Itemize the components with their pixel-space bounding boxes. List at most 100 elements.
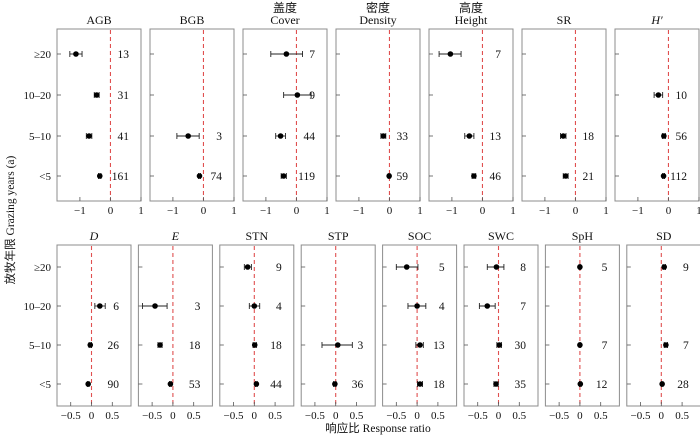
sample-size-label: 30 xyxy=(515,340,527,352)
panel-title: D xyxy=(89,229,99,243)
panel-stn: STN −0.5 0 0.5 9 4 18 44 xyxy=(219,229,295,422)
data-point-group: 10 xyxy=(653,90,687,102)
panel-d: D ≥20 10–20 5–10 <5 −0.5 0 0.5 6 26 90 xyxy=(24,229,132,422)
panel-sr: SR −1 0 1 18 21 xyxy=(521,13,609,217)
panel-e: E −0.5 0 0.5 3 18 53 xyxy=(137,229,213,422)
mean-point xyxy=(496,342,503,348)
mean-point xyxy=(332,381,338,387)
sample-size-label: 28 xyxy=(677,379,689,391)
data-point-group: 4 xyxy=(407,301,445,313)
mean-point xyxy=(244,264,251,270)
mean-point xyxy=(655,92,662,98)
mean-point xyxy=(334,342,341,348)
data-point-group: 56 xyxy=(661,131,687,143)
mean-point xyxy=(493,381,499,387)
x-tick-label: −1 xyxy=(167,205,179,217)
y-tick-label: 10–20 xyxy=(24,301,52,313)
mean-point xyxy=(417,381,423,387)
sample-size-label: 7 xyxy=(495,49,501,61)
data-point-group: 119 xyxy=(280,171,315,183)
mean-point xyxy=(386,173,392,179)
sample-size-label: 4 xyxy=(276,301,282,313)
y-axis-title: 放牧年限 Grazing years (a) xyxy=(3,155,17,284)
sample-size-label: 7 xyxy=(520,301,526,313)
data-point-group: 161 xyxy=(96,171,129,183)
mean-point xyxy=(96,173,103,179)
panel-frame xyxy=(428,28,514,202)
sample-size-label: 46 xyxy=(490,171,502,183)
y-tick-label: ≥20 xyxy=(34,262,52,274)
x-tick-label: 0 xyxy=(170,410,176,422)
data-point-group: 28 xyxy=(659,379,689,391)
panel-sd: SD −0.5 0 0.5 9 7 28 xyxy=(626,229,700,422)
data-point-group: 41 xyxy=(85,131,129,143)
data-point-group: 30 xyxy=(496,340,527,352)
x-tick-label: −1 xyxy=(353,205,365,217)
mean-point xyxy=(196,173,203,179)
data-point-group: 53 xyxy=(167,379,201,391)
x-tick-label: 1 xyxy=(417,205,423,217)
sample-size-label: 8 xyxy=(520,262,526,274)
sample-size-label: 44 xyxy=(270,379,282,391)
sample-size-label: 74 xyxy=(211,171,223,183)
sample-size-label: 7 xyxy=(683,340,689,352)
sample-size-label: 119 xyxy=(298,171,315,183)
mean-point xyxy=(251,342,258,348)
mean-point xyxy=(253,381,260,387)
sample-size-label: 4 xyxy=(439,301,445,313)
panel-frame xyxy=(626,244,700,407)
data-point-group: 7 xyxy=(663,340,689,352)
panel-frame xyxy=(149,28,235,202)
data-point-group: 3 xyxy=(321,340,363,352)
panel-frame xyxy=(56,28,142,202)
panel-title: BGB xyxy=(180,13,205,27)
data-point-group: 44 xyxy=(275,131,316,143)
y-tick-label: <5 xyxy=(39,171,51,183)
mean-point xyxy=(86,133,92,139)
x-tick-label: 1 xyxy=(603,205,609,217)
sample-size-label: 12 xyxy=(596,379,608,391)
mean-point xyxy=(577,264,583,270)
mean-point xyxy=(167,381,174,387)
x-tick-label: −1 xyxy=(446,205,458,217)
x-tick-label: 0.5 xyxy=(594,410,608,422)
x-tick-label: −0.5 xyxy=(142,410,162,422)
x-tick-label: 1 xyxy=(138,205,144,217)
x-tick-label: −0.5 xyxy=(468,410,488,422)
x-tick-label: 0 xyxy=(496,410,502,422)
panel-title: SpH xyxy=(572,229,594,243)
mean-point xyxy=(560,133,567,139)
panel-frame xyxy=(463,244,539,407)
mean-point xyxy=(414,303,420,309)
mean-point xyxy=(577,381,584,387)
data-point-group: 59 xyxy=(386,171,408,183)
sample-size-label: 44 xyxy=(304,131,316,143)
panel-frame xyxy=(521,28,607,202)
data-point-group: 31 xyxy=(93,90,129,102)
panel-title-cn: 密度 xyxy=(366,0,390,15)
panel-frame xyxy=(219,244,295,407)
data-point-group: 9 xyxy=(283,90,315,102)
sample-size-label: 3 xyxy=(216,131,222,143)
panel-title-cn: 盖度 xyxy=(273,0,297,15)
data-point-group: 3 xyxy=(176,131,222,143)
mean-point xyxy=(403,264,410,270)
x-tick-label: −0.5 xyxy=(549,410,569,422)
x-tick-label: 0 xyxy=(108,205,114,217)
data-point-group: 8 xyxy=(486,262,526,274)
panel-bgb: BGB −1 0 1 3 74 xyxy=(149,13,237,217)
sample-size-label: 13 xyxy=(118,49,130,61)
mean-point xyxy=(185,133,191,139)
data-point-group: 5 xyxy=(395,262,445,274)
data-point-group: 9 xyxy=(243,262,282,274)
data-point-group: 36 xyxy=(332,379,363,391)
y-tick-label: 10–20 xyxy=(24,90,52,102)
x-tick-label: 1 xyxy=(231,205,237,217)
x-tick-label: 1 xyxy=(510,205,516,217)
mean-point xyxy=(466,133,473,139)
y-tick-label: 5–10 xyxy=(29,131,52,143)
mean-point xyxy=(294,92,301,98)
x-tick-label: 0 xyxy=(577,410,583,422)
